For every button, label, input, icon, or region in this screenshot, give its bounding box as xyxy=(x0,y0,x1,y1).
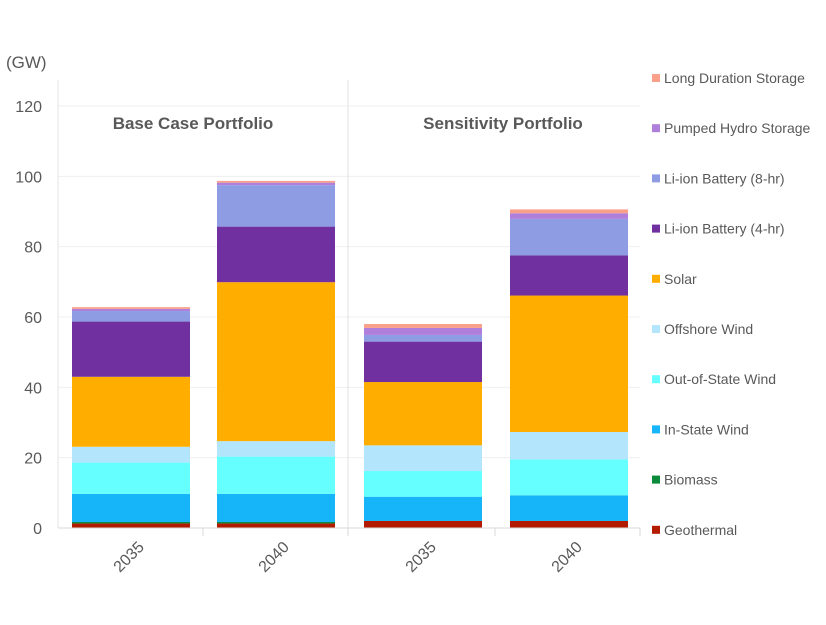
legend-swatch xyxy=(652,74,660,82)
bar-segment xyxy=(72,311,190,322)
legend-swatch xyxy=(652,124,660,133)
legend-label: Li-ion Battery (8-hr) xyxy=(664,170,785,186)
bar-segment xyxy=(217,226,335,283)
y-tick-label: 100 xyxy=(15,169,42,186)
x-tick-label: 2040 xyxy=(256,539,293,576)
bar-segment xyxy=(72,523,190,528)
legend-swatch xyxy=(652,375,660,384)
bar-segment xyxy=(364,324,482,328)
legend-swatch xyxy=(652,274,660,283)
bar-segment xyxy=(364,496,482,521)
bar-segment xyxy=(510,295,628,432)
bar-segment xyxy=(72,462,190,494)
bar-segment xyxy=(72,522,190,524)
legend-swatch xyxy=(652,475,660,484)
bar-segment xyxy=(72,446,190,463)
bar-segment xyxy=(217,522,335,524)
legend-label: Solar xyxy=(664,271,697,287)
bar-segment xyxy=(217,523,335,528)
bar-segment xyxy=(510,213,628,219)
y-tick-label: 120 xyxy=(15,99,42,116)
bar-segment xyxy=(364,341,482,383)
legend-swatch xyxy=(652,224,660,233)
bar-segment xyxy=(510,495,628,521)
y-tick-label: 60 xyxy=(24,310,42,327)
y-tick-label: 40 xyxy=(24,380,42,397)
bar-segment xyxy=(72,493,190,523)
bar-segment xyxy=(364,520,482,528)
panel-title-sensitivity: Sensitivity Portfolio xyxy=(423,114,583,133)
legend-swatch xyxy=(652,174,660,183)
bar-segment xyxy=(217,282,335,442)
x-tick-label: 2040 xyxy=(549,539,586,576)
bar-segment xyxy=(364,382,482,446)
bar-segment xyxy=(510,520,628,528)
x-tick-label: 2035 xyxy=(111,539,148,576)
legend-label: Out-of-State Wind xyxy=(664,371,776,387)
bar-segment xyxy=(510,218,628,256)
legend-swatch xyxy=(652,525,660,534)
legend: Long Duration Storage Pumped Hydro Storag… xyxy=(652,70,811,538)
bar-segment xyxy=(217,182,335,186)
panel-title-base-case: Base Case Portfolio xyxy=(113,114,274,133)
bar-segment xyxy=(217,456,335,494)
bars xyxy=(72,180,628,528)
x-tick-label: 2035 xyxy=(403,539,440,576)
bar-segment xyxy=(364,445,482,472)
legend-label: In-State Wind xyxy=(664,421,749,437)
bar-segment xyxy=(217,441,335,457)
legend-label: Pumped Hydro Storage xyxy=(664,120,811,136)
bar-segment xyxy=(72,307,190,309)
bar-segment xyxy=(217,185,335,227)
legend-label: Li-ion Battery (4-hr) xyxy=(664,221,785,237)
legend-swatch xyxy=(652,325,660,333)
bar-segment xyxy=(217,180,335,183)
bar-segment xyxy=(217,493,335,523)
legend-label: Long Duration Storage xyxy=(664,70,805,86)
bar-segment xyxy=(72,376,190,447)
legend-label: Geothermal xyxy=(664,522,737,538)
bar-segment xyxy=(72,321,190,377)
bar-segment xyxy=(510,209,628,214)
bar-segment xyxy=(510,431,628,460)
y-tick-label: 20 xyxy=(24,451,42,468)
y-tick-label: 80 xyxy=(24,240,42,257)
bar-segment xyxy=(364,334,482,342)
bar-segment xyxy=(364,327,482,335)
y-axis-unit-label: (GW) xyxy=(6,53,47,72)
bar-segment xyxy=(510,459,628,496)
y-tick-label: 0 xyxy=(33,521,42,538)
legend-label: Biomass xyxy=(664,472,718,488)
bar-segment xyxy=(364,471,482,497)
bar-segment xyxy=(72,308,190,312)
legend-swatch xyxy=(652,425,660,434)
legend-label: Offshore Wind xyxy=(664,321,753,337)
bar-segment xyxy=(510,255,628,296)
